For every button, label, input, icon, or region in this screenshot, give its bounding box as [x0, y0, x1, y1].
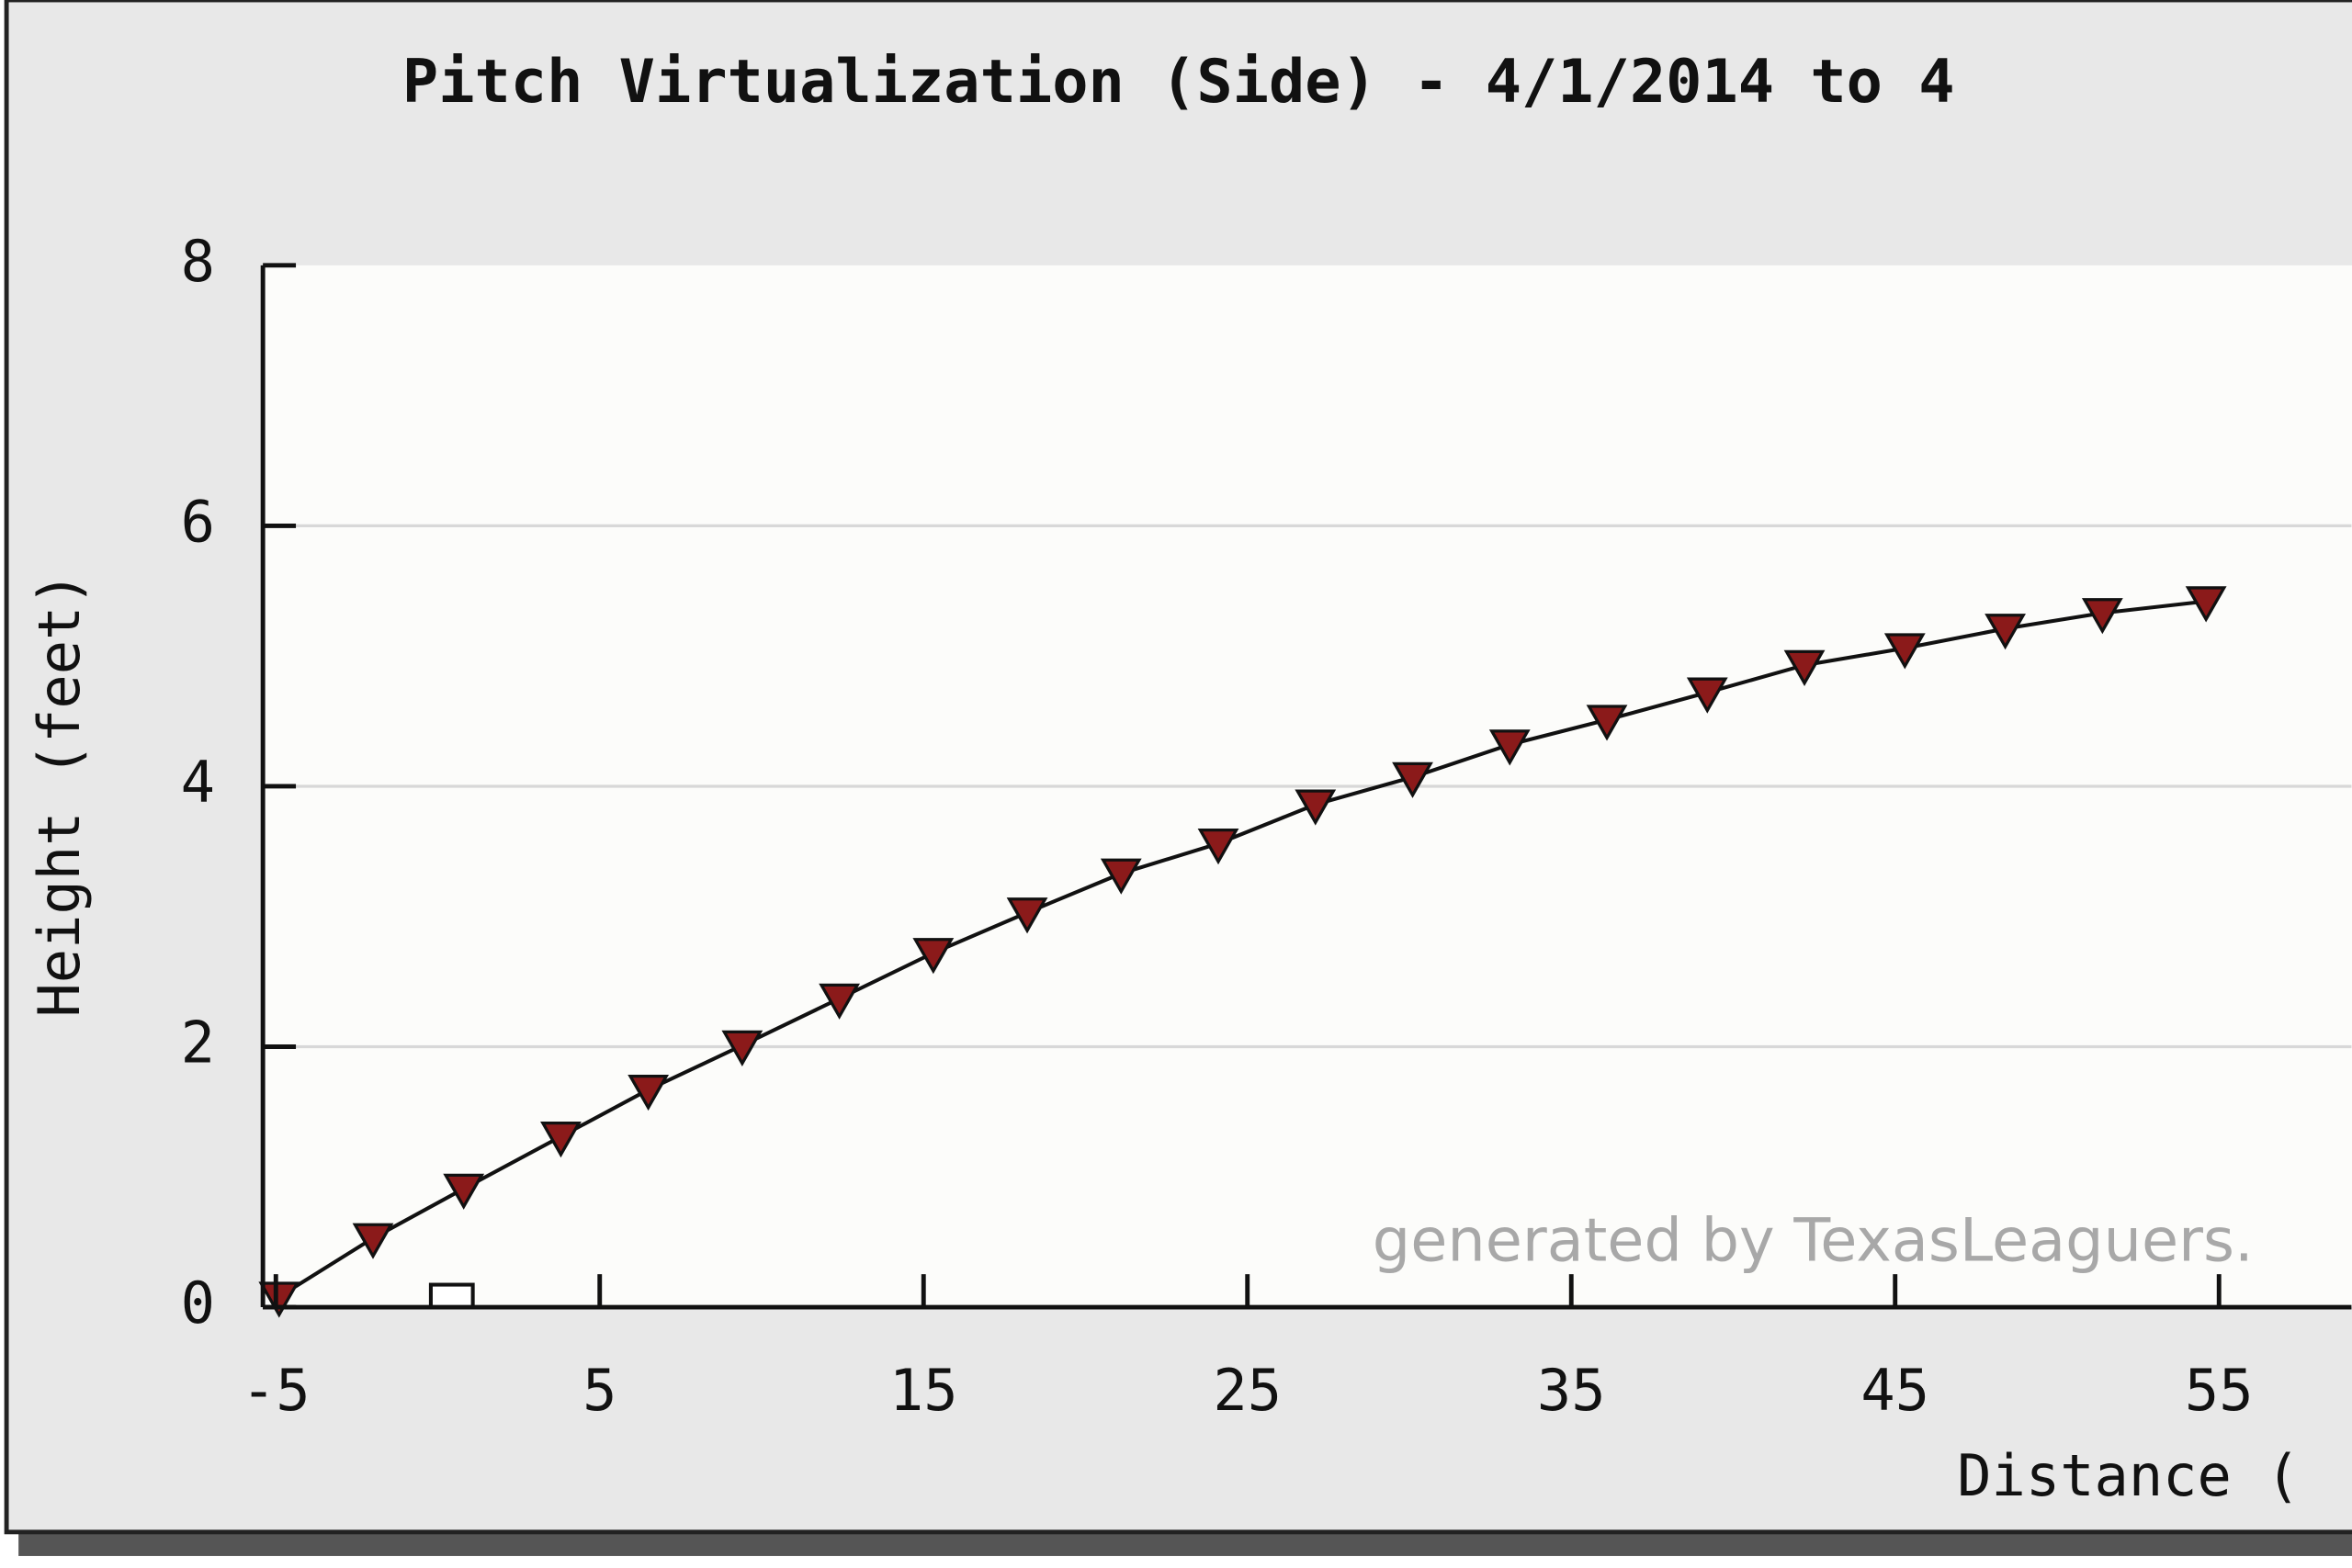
x-tick-label: -5 [242, 1357, 311, 1424]
data-point [1586, 705, 1628, 741]
y-tick-label: 8 [181, 228, 215, 295]
data-point [1883, 633, 1926, 670]
data-point [912, 938, 955, 975]
y-tick-label: 2 [181, 1010, 215, 1077]
x-tick-label: 15 [889, 1357, 958, 1424]
data-point [1783, 649, 1826, 686]
data-point [628, 1074, 670, 1111]
home-plate [428, 1282, 475, 1310]
data-point [1392, 761, 1433, 798]
x-axis-label: Distance ( [1957, 1442, 2300, 1509]
data-point [352, 1223, 394, 1259]
data-point [443, 1173, 485, 1210]
data-point [721, 1030, 763, 1066]
x-tick-label: 25 [1213, 1357, 1282, 1424]
grid [263, 524, 2352, 1049]
x-tick-label: 45 [1860, 1357, 1929, 1424]
data-point [540, 1122, 582, 1158]
marks [258, 586, 2227, 1318]
watermark: generated by TexasLeaguers. [1373, 1206, 2254, 1276]
chart-title: Pitch Virtualization (Side) - 4/1/2014 t… [402, 47, 1955, 117]
data-point [258, 1281, 300, 1318]
data-point [1197, 829, 1239, 865]
data-point [1488, 729, 1531, 766]
data-point [1295, 789, 1337, 826]
x-tick-label: 35 [1537, 1357, 1606, 1424]
x-tick-label: 55 [2185, 1357, 2254, 1424]
x-tick-label: 5 [582, 1357, 616, 1424]
data-point [1984, 614, 2026, 650]
data-point [2185, 586, 2227, 623]
data-point [1686, 677, 1728, 714]
y-tick-label: 6 [181, 488, 215, 555]
y-tick-label: 4 [181, 749, 215, 816]
y-tick-label: 0 [181, 1269, 215, 1337]
data-point [1006, 897, 1048, 934]
data-point [1100, 858, 1142, 895]
y-axis-label: Height (feet) [26, 571, 93, 1017]
data-point [819, 983, 860, 1020]
data-point [2081, 598, 2123, 635]
